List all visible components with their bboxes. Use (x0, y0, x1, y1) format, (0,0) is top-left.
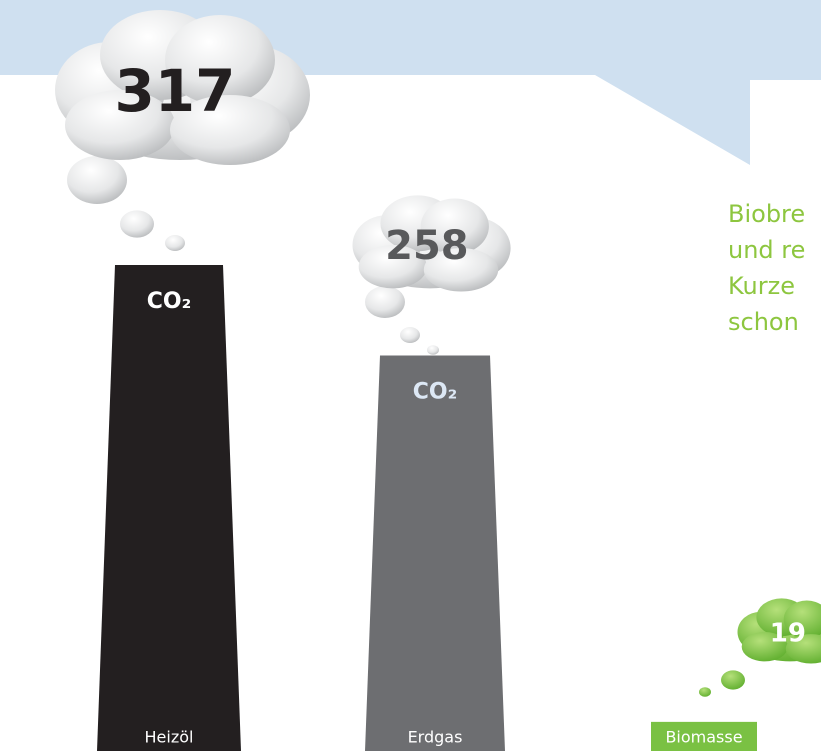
chimney (365, 355, 505, 751)
value-label: 317 (114, 57, 235, 125)
category-label: Heizöl (145, 728, 194, 747)
cloud-bubble (699, 687, 711, 697)
annotation: Biobre und re Kurze schon (728, 200, 805, 336)
cloud-bubble (120, 210, 154, 237)
chimney (97, 265, 241, 751)
cloud-bubble (400, 327, 420, 343)
annotation-line: schon (728, 308, 799, 336)
annotation-line: Kurze (728, 272, 795, 300)
annotation-line: Biobre (728, 200, 805, 228)
annotation-line: und re (728, 236, 805, 264)
category-label: Biomasse (665, 728, 742, 747)
co2-label: CO₂ (147, 289, 191, 314)
value-label: 258 (385, 223, 469, 269)
category-label: Erdgas (408, 728, 463, 747)
cloud-bubble (67, 156, 127, 204)
cloud-bubble (165, 235, 185, 251)
infographic: Biobre und re Kurze schon 317 CO₂ Heizöl 258 CO… (0, 0, 821, 751)
value-label: 19 (770, 619, 806, 649)
co2-label: CO₂ (413, 379, 457, 404)
cloud-bubble (721, 670, 745, 689)
cloud-bubble (365, 286, 405, 318)
cloud-bubble (427, 345, 439, 355)
